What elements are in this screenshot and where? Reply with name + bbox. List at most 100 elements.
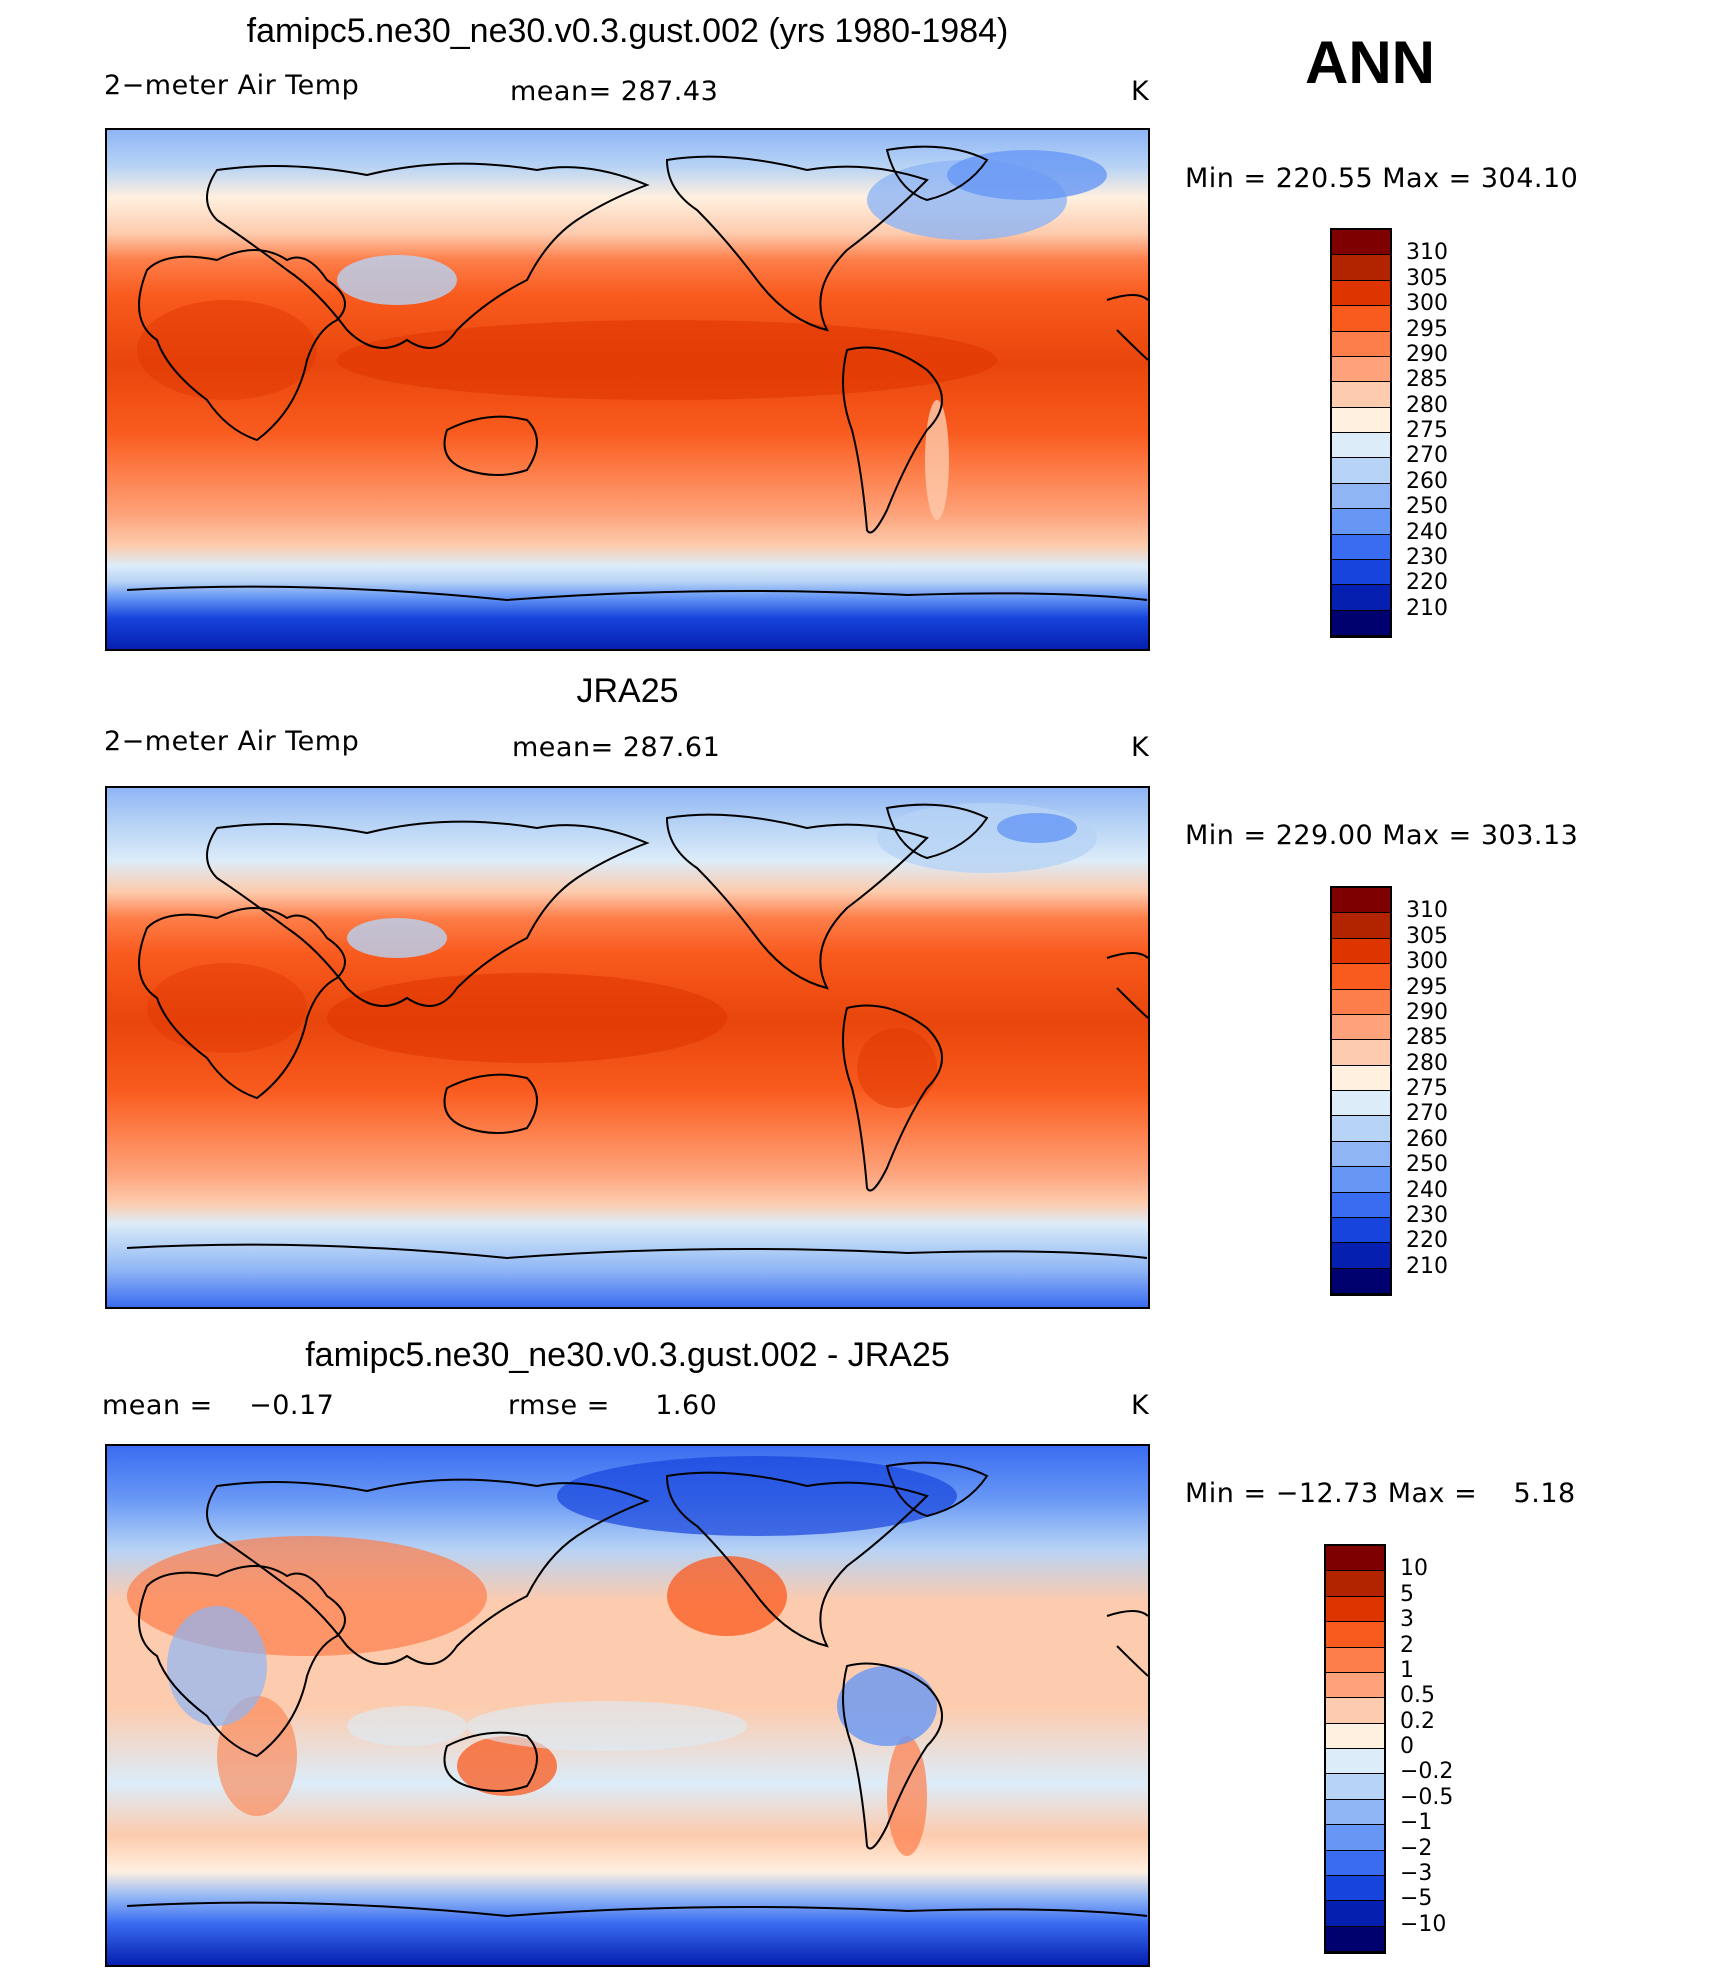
colorbar-label: 275 <box>1406 1076 1448 1101</box>
panel-title: famipc5.ne30_ne30.v0.3.gust.002 - JRA25 <box>305 1336 950 1374</box>
colorbar-box <box>1332 1243 1390 1269</box>
colorbar-label: 0 <box>1400 1734 1414 1759</box>
colorbar-box <box>1332 888 1390 914</box>
colorbar-label: 2 <box>1400 1632 1414 1658</box>
colorbar-label: 295 <box>1406 316 1448 342</box>
colorbar-label: 295 <box>1406 974 1448 1000</box>
colorbar-box <box>1332 356 1390 383</box>
colorbar-label: 1 <box>1400 1657 1414 1683</box>
units-label: K <box>1131 1390 1150 1421</box>
colorbar-box <box>1332 1167 1390 1193</box>
colorbar-label: 300 <box>1406 949 1448 975</box>
colorbar-label: −10 <box>1400 1911 1447 1937</box>
colorbar-box <box>1332 989 1390 1015</box>
colorbar-box <box>1332 509 1390 535</box>
variable-label: 2−meter Air Temp <box>104 70 360 101</box>
colorbar-box <box>1332 1014 1390 1041</box>
colorbar-label: 290 <box>1406 999 1448 1025</box>
colorbar-box <box>1332 964 1390 990</box>
colorbar-box <box>1326 1672 1384 1699</box>
colorbar-box <box>1326 1774 1384 1800</box>
colorbar-box <box>1326 1647 1384 1673</box>
panel-title: famipc5.ne30_ne30.v0.3.gust.002 (yrs 198… <box>246 12 1009 50</box>
map-model <box>105 128 1150 651</box>
colorbar-label: 210 <box>1406 595 1448 621</box>
colorbar-box <box>1332 255 1390 281</box>
units-label: K <box>1131 732 1150 763</box>
colorbar-box <box>1326 1875 1384 1902</box>
colorbar-label: 285 <box>1406 367 1448 393</box>
mean-label: mean= 287.61 <box>512 732 721 763</box>
colorbar-label: 270 <box>1406 1101 1448 1127</box>
colorbar-label: 260 <box>1406 468 1448 494</box>
colorbar-box <box>1326 1571 1384 1597</box>
colorbar-box <box>1332 559 1390 586</box>
colorbar-label: 300 <box>1406 291 1448 317</box>
colorbar-box <box>1332 230 1390 256</box>
colorbar-label: −1 <box>1400 1810 1433 1836</box>
colorbar-box <box>1326 1850 1384 1876</box>
colorbar-box <box>1332 1268 1390 1294</box>
colorbar-label: 290 <box>1406 341 1448 367</box>
colorbar-label: 5 <box>1400 1581 1414 1607</box>
variable-label: 2−meter Air Temp <box>104 726 360 757</box>
colorbar-box <box>1332 938 1390 965</box>
colorbar-box <box>1332 1192 1390 1218</box>
colorbar-label: −0.2 <box>1400 1759 1454 1785</box>
mean-label: mean= 287.43 <box>510 76 719 107</box>
colorbar-label: 260 <box>1406 1126 1448 1152</box>
colorbar-box <box>1332 407 1390 433</box>
colorbar-label: 230 <box>1406 544 1448 570</box>
colorbar-box <box>1326 1926 1384 1952</box>
colorbar-label: 305 <box>1406 265 1448 291</box>
colorbar <box>1330 228 1392 638</box>
colorbar-label: 3 <box>1400 1607 1414 1633</box>
colorbar-box <box>1332 382 1390 408</box>
colorbar-box <box>1332 1091 1390 1117</box>
rmse-label: rmse = 1.60 <box>508 1390 718 1421</box>
colorbar <box>1330 886 1392 1296</box>
season-label: ANN <box>1305 29 1435 96</box>
colorbar-label: 285 <box>1406 1025 1448 1051</box>
colorbar <box>1324 1544 1386 1954</box>
colorbar-label: 220 <box>1406 1228 1448 1254</box>
colorbar-box <box>1326 1596 1384 1623</box>
minmax-label: Min = 229.00 Max = 303.13 <box>1185 820 1579 851</box>
colorbar-box <box>1326 1698 1384 1724</box>
panel-title: JRA25 <box>576 672 679 710</box>
colorbar-box <box>1332 1116 1390 1142</box>
colorbar-box <box>1332 1217 1390 1244</box>
colorbar-box <box>1332 306 1390 332</box>
colorbar-box <box>1326 1799 1384 1826</box>
mean-label: mean = −0.17 <box>102 1390 335 1421</box>
colorbar-label: 310 <box>1406 898 1448 924</box>
map-difference <box>105 1444 1150 1967</box>
colorbar-label: −2 <box>1400 1835 1433 1861</box>
colorbar-label: 270 <box>1406 443 1448 469</box>
colorbar-box <box>1326 1546 1384 1572</box>
minmax-label: Min = 220.55 Max = 304.10 <box>1185 163 1579 194</box>
map-obs <box>105 786 1150 1309</box>
colorbar-box <box>1332 1141 1390 1168</box>
colorbar-box <box>1332 433 1390 459</box>
minmax-label: Min = −12.73 Max = 5.18 <box>1185 1478 1576 1509</box>
colorbar-box <box>1332 913 1390 939</box>
colorbar-label: 0.2 <box>1400 1708 1435 1734</box>
colorbar-box <box>1332 331 1390 357</box>
colorbar-box <box>1332 458 1390 484</box>
colorbar-label: 240 <box>1406 519 1448 545</box>
colorbar-label: 310 <box>1406 240 1448 266</box>
colorbar-label: −5 <box>1400 1886 1433 1912</box>
colorbar-box <box>1332 1040 1390 1066</box>
colorbar-box <box>1332 585 1390 611</box>
colorbar-box <box>1326 1901 1384 1927</box>
colorbar-label: 275 <box>1406 418 1448 443</box>
colorbar-label: −3 <box>1400 1860 1433 1886</box>
colorbar-label: 230 <box>1406 1202 1448 1228</box>
colorbar-label: −0.5 <box>1400 1784 1454 1810</box>
colorbar-label: 305 <box>1406 923 1448 949</box>
units-label: K <box>1131 76 1150 107</box>
colorbar-label: 10 <box>1400 1556 1428 1582</box>
colorbar-box <box>1332 1065 1390 1091</box>
colorbar-label: 240 <box>1406 1177 1448 1203</box>
